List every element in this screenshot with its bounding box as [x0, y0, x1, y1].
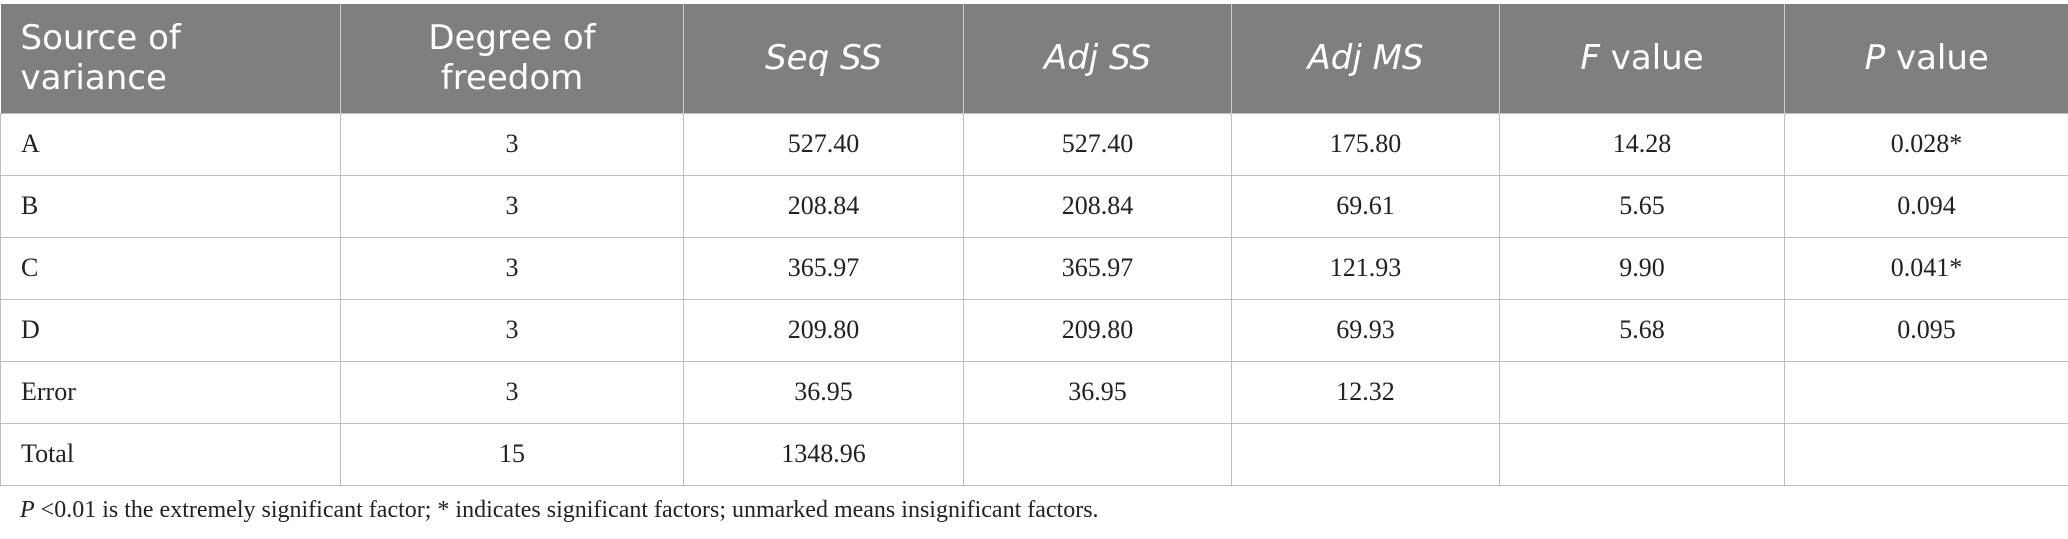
table-row: C 3 365.97 365.97 121.93 9.90 0.041* [0, 236, 2068, 300]
cell-df: 15 [340, 422, 684, 486]
cell-p-value: 0.028* [1784, 112, 2068, 176]
cell-adj-ms [1231, 422, 1500, 486]
table-row: Error 3 36.95 36.95 12.32 [0, 360, 2068, 424]
cell-p-value: 0.041* [1784, 236, 2068, 300]
table-row: Total 15 1348.96 [0, 422, 2068, 486]
cell-adj-ms: 12.32 [1231, 360, 1500, 424]
header-row: Source of variance Degree of freedom Seq… [0, 4, 2068, 113]
table-row: B 3 208.84 208.84 69.61 5.65 0.094 [0, 174, 2068, 238]
cell-adj-ss: 36.95 [963, 360, 1232, 424]
header-p-value: P value [1784, 4, 2068, 113]
cell-f-value: 9.90 [1499, 236, 1785, 300]
cell-df: 3 [340, 112, 684, 176]
cell-adj-ms: 121.93 [1231, 236, 1500, 300]
cell-adj-ms: 69.61 [1231, 174, 1500, 238]
cell-source: D [0, 298, 341, 362]
cell-p-value: 0.095 [1784, 298, 2068, 362]
footnote-p-symbol: P [20, 497, 35, 523]
anova-table: Source of variance Degree of freedom Seq… [0, 4, 2068, 486]
header-adj-ms: Adj MS [1231, 4, 1500, 113]
cell-seq-ss: 527.40 [683, 112, 964, 176]
cell-f-value: 5.68 [1499, 298, 1785, 362]
cell-adj-ms: 175.80 [1231, 112, 1500, 176]
anova-table-container: Source of variance Degree of freedom Seq… [0, 4, 2068, 486]
table-row: A 3 527.40 527.40 175.80 14.28 0.028* [0, 112, 2068, 176]
cell-seq-ss: 208.84 [683, 174, 964, 238]
cell-adj-ss [963, 422, 1232, 486]
header-seq-ss: Seq SS [683, 4, 964, 113]
cell-adj-ss: 527.40 [963, 112, 1232, 176]
header-adj-ss: Adj SS [963, 4, 1232, 113]
cell-f-value: 14.28 [1499, 112, 1785, 176]
cell-f-value: 5.65 [1499, 174, 1785, 238]
cell-seq-ss: 365.97 [683, 236, 964, 300]
table-row: D 3 209.80 209.80 69.93 5.68 0.095 [0, 298, 2068, 362]
cell-seq-ss: 209.80 [683, 298, 964, 362]
cell-p-value [1784, 422, 2068, 486]
cell-df: 3 [340, 298, 684, 362]
header-f-value: F value [1499, 4, 1785, 113]
cell-adj-ss: 209.80 [963, 298, 1232, 362]
cell-p-value [1784, 360, 2068, 424]
cell-df: 3 [340, 360, 684, 424]
cell-f-value [1499, 422, 1785, 486]
cell-adj-ss: 208.84 [963, 174, 1232, 238]
header-source-of-variance: Source of variance [0, 4, 341, 113]
footnote-text: <0.01 is the extremely significant facto… [34, 497, 1099, 523]
cell-p-value: 0.094 [1784, 174, 2068, 238]
cell-source: C [0, 236, 341, 300]
cell-source: B [0, 174, 341, 238]
cell-seq-ss: 36.95 [683, 360, 964, 424]
cell-adj-ms: 69.93 [1231, 298, 1500, 362]
cell-f-value [1499, 360, 1785, 424]
cell-adj-ss: 365.97 [963, 236, 1232, 300]
header-degree-of-freedom: Degree of freedom [340, 4, 684, 113]
table-footnote: P <0.01 is the extremely significant fac… [20, 497, 1099, 524]
cell-df: 3 [340, 236, 684, 300]
cell-source: Total [0, 422, 341, 486]
cell-source: A [0, 112, 341, 176]
cell-source: Error [0, 360, 341, 424]
cell-df: 3 [340, 174, 684, 238]
cell-seq-ss: 1348.96 [683, 422, 964, 486]
